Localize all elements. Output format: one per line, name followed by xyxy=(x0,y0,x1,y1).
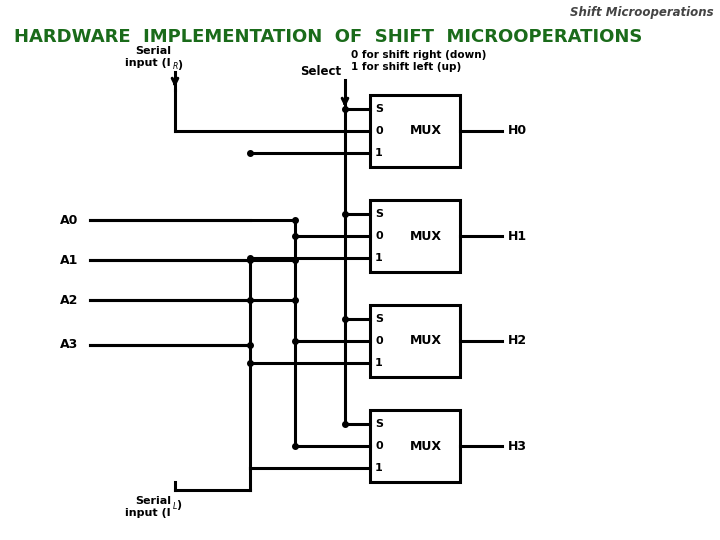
Bar xyxy=(370,410,460,482)
Text: Serial
input (I: Serial input (I xyxy=(125,46,171,68)
Text: 0: 0 xyxy=(375,336,382,346)
Text: Shift Microoperations: Shift Microoperations xyxy=(570,6,714,19)
Text: MUX: MUX xyxy=(410,230,442,242)
Text: Serial
input (I: Serial input (I xyxy=(125,496,171,518)
Text: MUX: MUX xyxy=(410,440,442,453)
Text: MUX: MUX xyxy=(410,334,442,348)
Text: H1: H1 xyxy=(508,230,527,242)
Text: 0 for shift right (down)
1 for shift left (up): 0 for shift right (down) 1 for shift lef… xyxy=(351,50,487,72)
Text: $_L$): $_L$) xyxy=(172,498,183,512)
Text: 0: 0 xyxy=(375,231,382,241)
Text: H3: H3 xyxy=(508,440,527,453)
Text: A0: A0 xyxy=(60,213,78,226)
Text: HARDWARE  IMPLEMENTATION  OF  SHIFT  MICROOPERATIONS: HARDWARE IMPLEMENTATION OF SHIFT MICROOP… xyxy=(14,28,642,46)
Text: S: S xyxy=(375,314,383,325)
Text: A1: A1 xyxy=(60,253,78,267)
Text: 1: 1 xyxy=(375,463,383,472)
Text: A3: A3 xyxy=(60,339,78,352)
Bar xyxy=(370,95,460,167)
Text: S: S xyxy=(375,210,383,219)
Text: 1: 1 xyxy=(375,147,383,158)
Text: 0: 0 xyxy=(375,441,382,451)
Text: H2: H2 xyxy=(508,334,527,348)
Text: MUX: MUX xyxy=(410,125,442,138)
Text: S: S xyxy=(375,420,383,429)
Bar xyxy=(370,305,460,377)
Text: $_R$): $_R$) xyxy=(172,58,184,72)
Bar xyxy=(370,200,460,272)
Text: 1: 1 xyxy=(375,357,383,368)
Text: H0: H0 xyxy=(508,125,527,138)
Text: S: S xyxy=(375,104,383,114)
Text: Select: Select xyxy=(300,65,341,78)
Text: A2: A2 xyxy=(60,294,78,307)
Text: 0: 0 xyxy=(375,126,382,136)
Text: 1: 1 xyxy=(375,253,383,262)
